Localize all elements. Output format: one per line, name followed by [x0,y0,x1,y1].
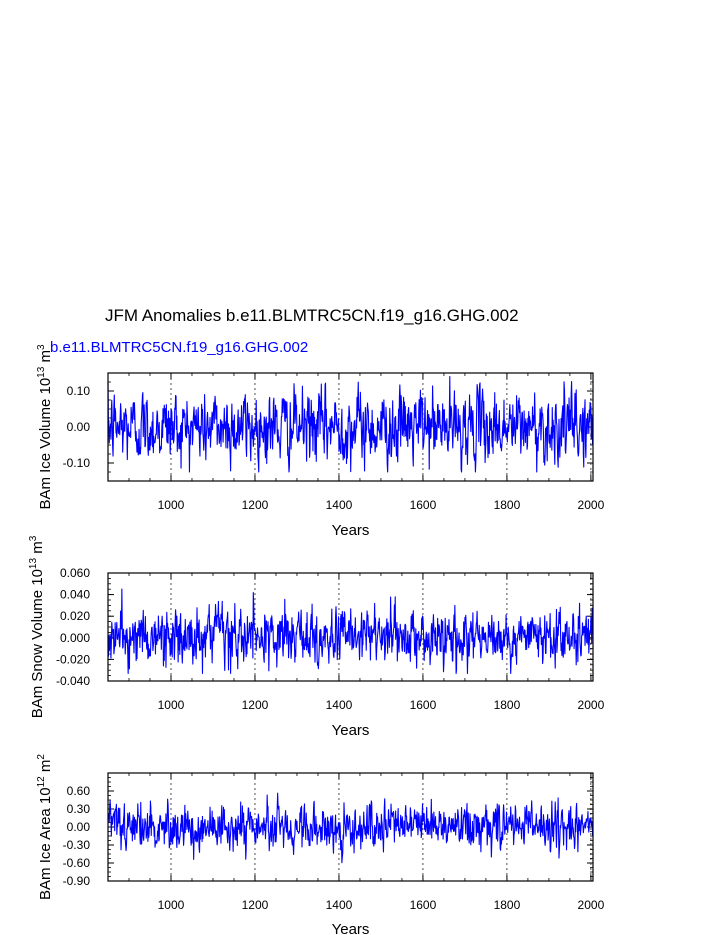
x-tick-label: 1600 [410,698,437,712]
y-tick-label: 0.020 [60,609,90,623]
x-tick-label: 1400 [326,898,353,912]
y-tick-label: -0.10 [63,456,91,470]
panel-3: 1000 1200 1400 1600 1800 2000 -0.90 -0.60 -0.30 0… [36,754,605,935]
series-line [107,376,594,473]
y-tick-label: -0.040 [56,674,90,688]
y-tick-label: -0.30 [63,838,91,852]
y-tick-label: 0.060 [60,566,90,580]
x-tick-label: 1600 [410,498,437,512]
figure-title: JFM Anomalies b.e11.BLMTRC5CN.f19_g16.GH… [105,306,519,325]
series-line [107,588,594,674]
x-tick-label: 1800 [494,898,521,912]
y-tick-label: -0.90 [63,874,91,888]
x-tick-label: 1200 [242,498,269,512]
y-tick-label: 0.040 [60,588,90,602]
y-tick-label: 0.30 [67,802,91,816]
series-line [107,792,594,864]
y-tick-label: 0.10 [67,384,91,398]
x-tick-label: 2000 [578,698,605,712]
panels: 1000 1200 1400 1600 1800 2000 -0.10 0.00 0.10 Yea… [28,344,605,935]
x-tick-label: 1200 [242,698,269,712]
x-tick-label: 1400 [326,498,353,512]
y-tick-label: 0.00 [67,420,91,434]
y-axis-label: BAm Snow Volume 1013 m3 [28,535,46,718]
y-axis-label: BAm Ice Volume 1013 m3 [36,344,54,510]
y-tick-label: 0.00 [67,820,91,834]
y-axis-label: BAm Ice Area 1012 m2 [36,754,54,900]
x-axis-label: Years [332,522,370,539]
x-tick-label: 1200 [242,898,269,912]
plot-frame [107,572,594,682]
panel-1: 1000 1200 1400 1600 1800 2000 -0.10 0.00 0.10 Yea… [36,344,605,539]
x-tick-label: 1600 [410,898,437,912]
y-tick-label: -0.60 [63,856,91,870]
x-tick-label: 1400 [326,698,353,712]
case-label: b.e11.BLMTRC5CN.f19_g16.GHG.002 [50,339,308,356]
x-tick-label: 2000 [578,898,605,912]
x-tick-label: 1800 [494,498,521,512]
plot-frame [107,372,594,482]
x-tick-label: 2000 [578,498,605,512]
x-tick-label: 1000 [158,898,185,912]
x-axis-label: Years [332,921,370,935]
x-tick-label: 1000 [158,698,185,712]
x-axis-label: Years [332,722,370,739]
panel-2: 1000 1200 1400 1600 1800 2000 -0.040 -0.020 0.00… [28,535,605,739]
x-tick-label: 1800 [494,698,521,712]
plot-frame [107,772,594,882]
y-tick-label: 0.000 [60,631,90,645]
x-tick-label: 1000 [158,498,185,512]
y-tick-label: -0.020 [56,652,90,666]
y-tick-label: 0.60 [67,784,91,798]
